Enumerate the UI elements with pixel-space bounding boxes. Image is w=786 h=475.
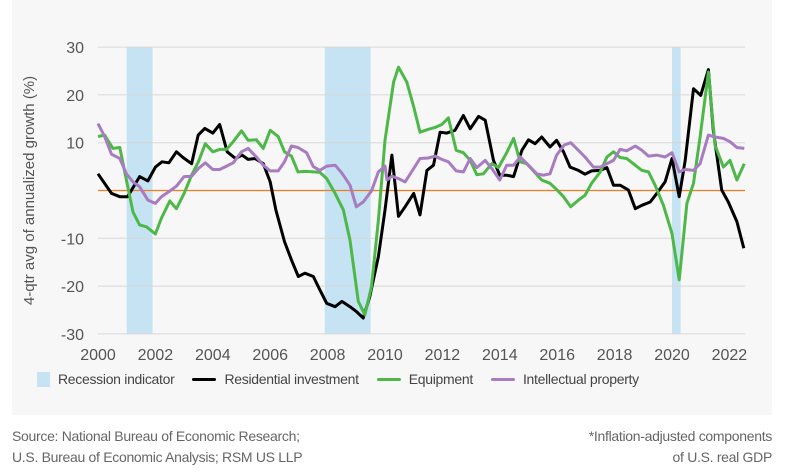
legend-item-ip: Intellectual property: [490, 371, 639, 387]
legend-swatch-residential: [192, 377, 217, 381]
legend-swatch-recession: [37, 371, 50, 387]
y-tick-label: 30: [66, 40, 84, 57]
y-tick-label: -10: [61, 231, 84, 248]
y-tick-label: 10: [66, 136, 84, 153]
legend-item-recession: Recession indicator: [37, 371, 175, 387]
footnote-line: *Inflation-adjusted components: [588, 428, 773, 444]
x-tick-label: 2018: [597, 347, 633, 364]
x-tick-label: 2022: [712, 347, 748, 364]
source-line: Source: National Bureau of Economic Rese…: [12, 428, 300, 444]
y-tick-label: -30: [61, 327, 84, 344]
legend-label: Intellectual property: [522, 371, 639, 387]
x-tick-label: 2010: [367, 347, 403, 364]
series-line-0: [96, 68, 746, 320]
x-tick-label: 2020: [654, 347, 690, 364]
series-line-1: [97, 65, 746, 317]
legend-swatch-equipment: [376, 377, 401, 381]
y-tick-label: -20: [61, 279, 84, 296]
x-tick-label: 2006: [252, 347, 288, 364]
legend-label: Equipment: [408, 371, 474, 387]
x-tick-label: 2004: [195, 347, 231, 364]
y-axis-label: 4-qtr avg of annualized growth (%): [21, 76, 38, 305]
series-line-2: [96, 122, 745, 209]
legend-label: Recession indicator: [58, 371, 175, 387]
legend-swatch-ip: [490, 377, 515, 381]
x-tick-label: 2000: [80, 347, 116, 364]
legend-label: Residential investment: [224, 371, 359, 387]
footnote-line: of U.S. real GDP: [672, 449, 773, 465]
y-tick-label: 20: [66, 88, 84, 105]
x-tick-label: 2016: [539, 347, 575, 364]
x-tick-label: 2008: [310, 347, 346, 364]
source-line: U.S. Bureau of Economic Analysis; RSM US…: [12, 449, 303, 465]
source-note: Source: National Bureau of Economic Rese…: [12, 426, 303, 468]
footnote: *Inflation-adjusted components of U.S. r…: [588, 426, 773, 468]
x-tick-label: 2012: [425, 347, 461, 364]
legend-item-residential: Residential investment: [192, 371, 359, 387]
x-tick-label: 2002: [138, 347, 174, 364]
x-tick-label: 2014: [482, 347, 518, 364]
legend-item-equipment: Equipment: [376, 371, 474, 387]
legend: Recession indicator Residential investme…: [37, 371, 657, 387]
